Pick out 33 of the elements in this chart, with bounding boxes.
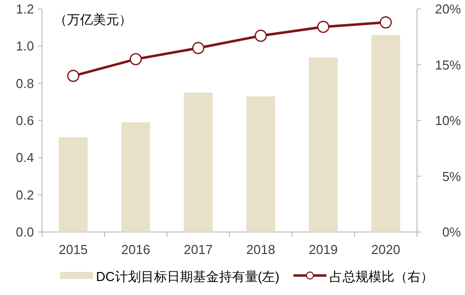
x-tick-label: 2015 xyxy=(58,242,88,257)
point xyxy=(67,70,80,82)
y-tick-label: 1.2 xyxy=(16,2,34,16)
y-tick-label: 1.0 xyxy=(16,38,34,54)
point xyxy=(254,30,267,42)
y2-tick-label: 20% xyxy=(434,2,462,16)
x-tick-label: 2018 xyxy=(246,242,276,257)
bar xyxy=(121,122,150,232)
x-tick-label: 2019 xyxy=(308,242,338,257)
x-tick-label: 2017 xyxy=(184,242,213,257)
legend-label: 占总规模比（右） xyxy=(329,269,434,284)
y-tick-label: 0.0 xyxy=(16,224,34,240)
y-tick-label: 0.8 xyxy=(16,76,34,91)
point xyxy=(192,42,204,54)
point xyxy=(317,20,330,33)
y2-tick-label: 10% xyxy=(434,113,462,128)
point xyxy=(130,53,142,66)
x-tick-label: 2016 xyxy=(121,242,150,257)
bar xyxy=(246,96,276,232)
bar xyxy=(184,92,213,232)
x-tick-label: 2020 xyxy=(371,242,400,257)
y2-tick-label: 15% xyxy=(434,57,462,72)
bar xyxy=(308,57,338,232)
y-tick-label: 0.2 xyxy=(16,187,34,202)
y-tick-label: 0.4 xyxy=(16,150,34,166)
bar xyxy=(371,35,400,232)
legend-label: DC计划目标日期基金持有量(左) xyxy=(96,269,280,284)
point xyxy=(380,16,392,28)
y-tick-label: 0.6 xyxy=(16,113,34,128)
annotation: （万亿美元） xyxy=(54,12,132,27)
y2-tick-label: 5% xyxy=(442,168,462,184)
y2-tick-label: 0% xyxy=(442,224,462,240)
bar xyxy=(58,137,88,232)
